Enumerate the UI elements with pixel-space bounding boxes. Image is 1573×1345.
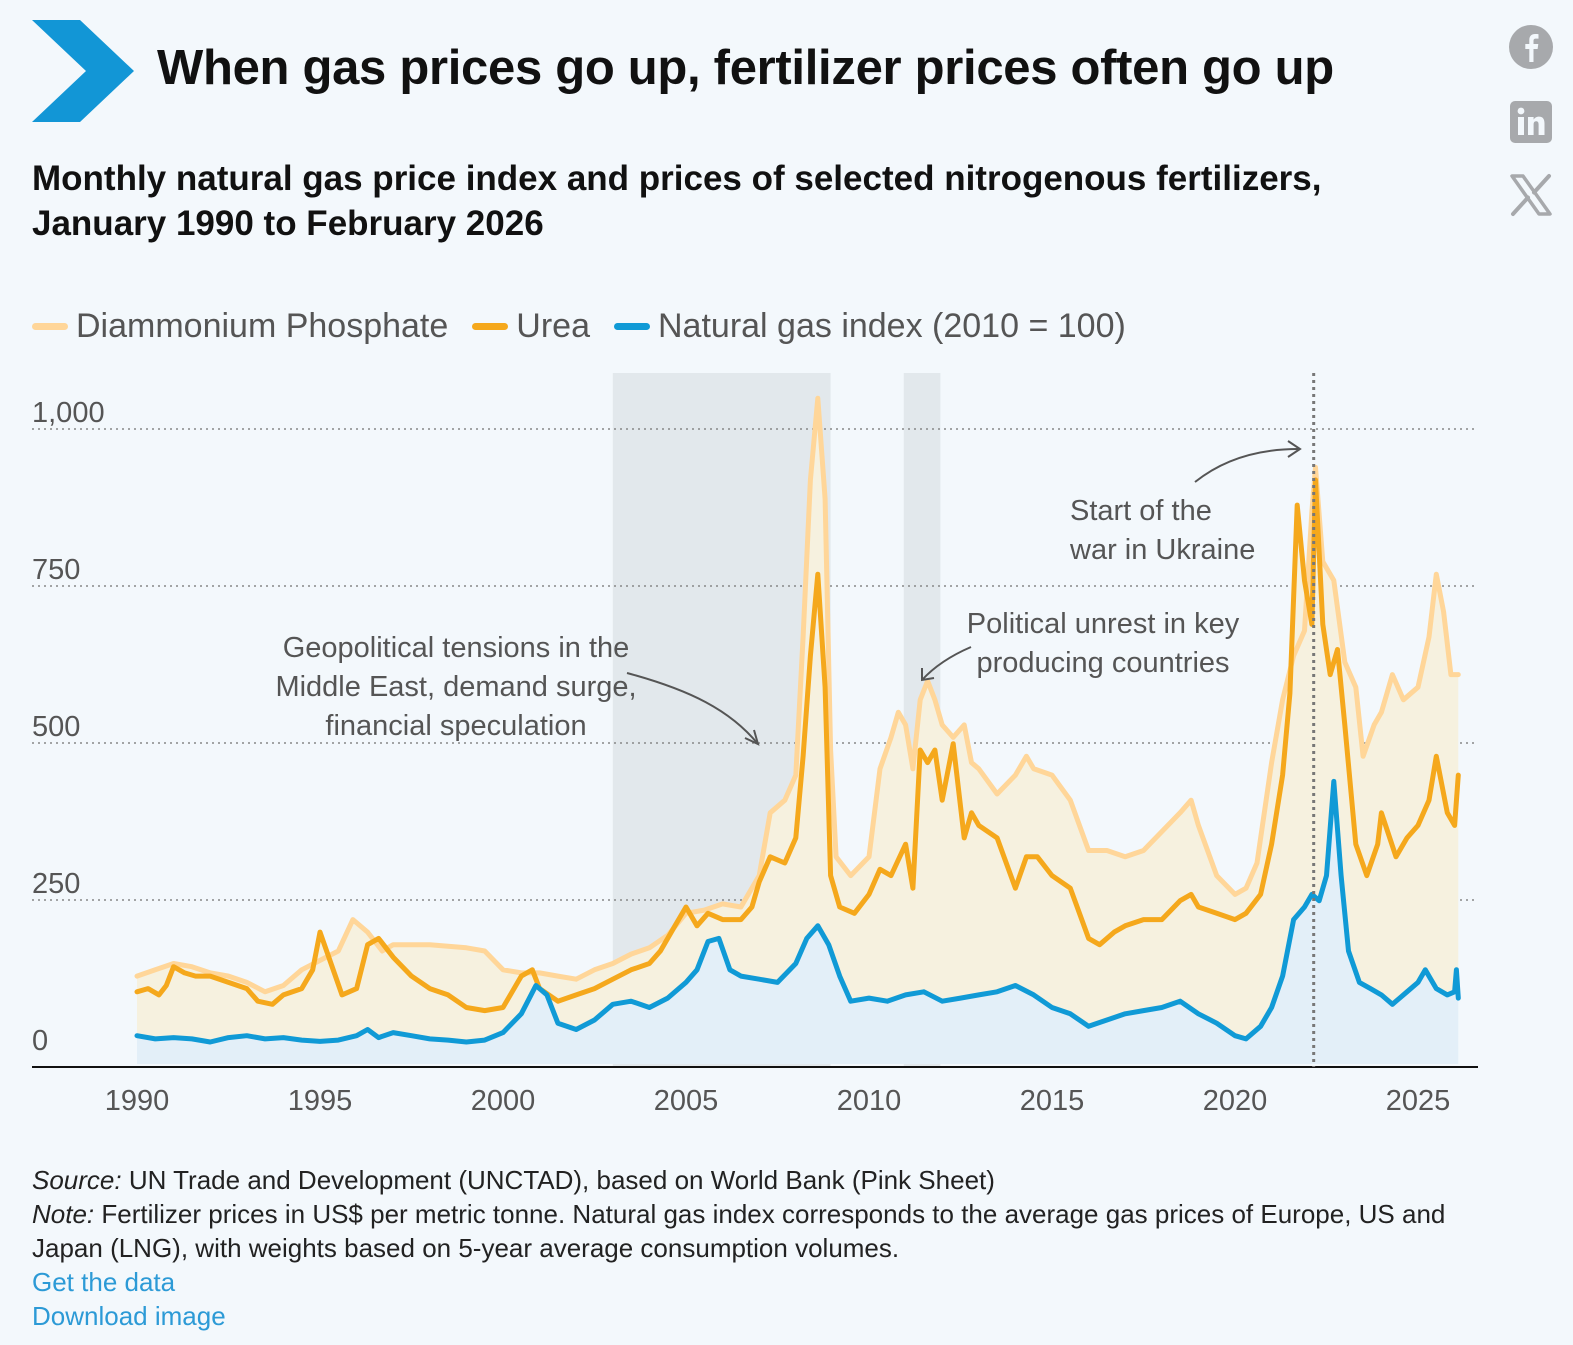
y-tick-label-750: 750 xyxy=(32,554,80,586)
note-label: Note: xyxy=(32,1199,95,1229)
y-tick-label-500: 500 xyxy=(32,711,80,743)
legend-swatch-gas xyxy=(614,322,650,330)
chart-footer: Source: UN Trade and Development (UNCTAD… xyxy=(32,1163,1522,1333)
y-tick-label-0: 0 xyxy=(32,1025,48,1057)
legend-item-urea: Urea xyxy=(472,307,590,346)
source-text: UN Trade and Development (UNCTAD), based… xyxy=(121,1165,995,1195)
annotation-political: Political unrest in key producing countr… xyxy=(967,608,1240,679)
annotation-pol-arrowhead xyxy=(921,668,935,682)
price-line-chart: 0 250 500 750 1,000 1990 1995 2000 2005 2010 2015… xyxy=(32,373,1478,1117)
annotation-war: Start of the war in Ukraine xyxy=(1069,495,1255,566)
x-tick-label-2010: 2010 xyxy=(837,1085,902,1117)
annotation-geo-arrow xyxy=(626,672,759,745)
annotation-pol-line-2: producing countries xyxy=(976,647,1229,679)
annotation-war-line-2: war in Ukraine xyxy=(1069,534,1255,566)
x-tick-label-2005: 2005 xyxy=(654,1085,719,1117)
annotation-pol-line-1: Political unrest in key xyxy=(967,608,1240,640)
chart-legend: Diammonium Phosphate Urea Natural gas in… xyxy=(32,304,1150,348)
subtitle-line-1: Monthly natural gas price index and pric… xyxy=(32,159,1322,198)
legend-label-gas: Natural gas index (2010 = 100) xyxy=(658,306,1126,345)
annotation-geopolitical: Geopolitical tensions in the Middle East… xyxy=(275,632,636,742)
x-tick-label-1990: 1990 xyxy=(105,1085,170,1117)
brand-chevron-logo xyxy=(32,20,134,122)
chart-title: When gas prices go up, fertilizer prices… xyxy=(157,41,1334,95)
annotation-war-line-1: Start of the xyxy=(1070,495,1212,527)
x-axis-ticks: 1990 1995 2000 2005 2010 2015 2020 2025 xyxy=(105,1085,1451,1117)
annotation-geo-line-2: Middle East, demand surge, xyxy=(275,671,636,703)
x-tick-label-1995: 1995 xyxy=(288,1085,353,1117)
chart-subtitle: Monthly natural gas price index and pric… xyxy=(32,156,1432,246)
y-tick-label-1000: 1,000 xyxy=(32,397,105,429)
source-note: Source: UN Trade and Development (UNCTAD… xyxy=(32,1163,1522,1197)
x-icon[interactable] xyxy=(1508,172,1554,218)
y-axis-ticks: 0 250 500 750 1,000 xyxy=(32,397,105,1057)
x-tick-label-2000: 2000 xyxy=(471,1085,536,1117)
series-lines xyxy=(134,395,1461,1045)
facebook-icon[interactable] xyxy=(1508,24,1554,70)
source-label: Source: xyxy=(32,1165,122,1195)
annotation-geo-line-3: financial speculation xyxy=(325,710,586,742)
legend-item-dap: Diammonium Phosphate xyxy=(32,307,448,346)
annotation-geo-arrowhead xyxy=(744,729,760,746)
legend-swatch-urea xyxy=(472,322,509,330)
legend-swatch-dap xyxy=(32,322,68,330)
method-note: Note: Fertilizer prices in US$ per metri… xyxy=(32,1197,1522,1265)
series-line-gas xyxy=(134,778,1461,1045)
x-tick-label-2015: 2015 xyxy=(1020,1085,1085,1117)
series-line-dap xyxy=(134,395,1461,995)
annotation-war-arrowhead xyxy=(1287,440,1302,458)
annotation-war-arrow xyxy=(1194,448,1299,483)
y-tick-label-250: 250 xyxy=(32,868,80,900)
annotation-pol-arrow xyxy=(921,646,972,681)
gas-area xyxy=(137,781,1459,1064)
series-line-urea xyxy=(134,477,1461,1014)
x-tick-label-2020: 2020 xyxy=(1203,1085,1268,1117)
get-data-link[interactable]: Get the data xyxy=(32,1267,176,1297)
subtitle-line-2: January 1990 to February 2026 xyxy=(32,204,544,243)
note-text: Fertilizer prices in US$ per metric tonn… xyxy=(32,1199,1446,1263)
series-areas xyxy=(137,398,1459,1064)
x-tick-label-2025: 2025 xyxy=(1386,1085,1451,1117)
gridlines xyxy=(32,428,1478,901)
linkedin-icon[interactable] xyxy=(1508,99,1554,145)
annotation-geo-line-1: Geopolitical tensions in the xyxy=(283,632,630,664)
fertilizer-area xyxy=(137,398,1459,1042)
download-image-link[interactable]: Download image xyxy=(32,1301,226,1331)
legend-item-gas: Natural gas index (2010 = 100) xyxy=(614,307,1126,346)
legend-label-dap: Diammonium Phosphate xyxy=(76,306,449,345)
legend-label-urea: Urea xyxy=(516,306,590,345)
